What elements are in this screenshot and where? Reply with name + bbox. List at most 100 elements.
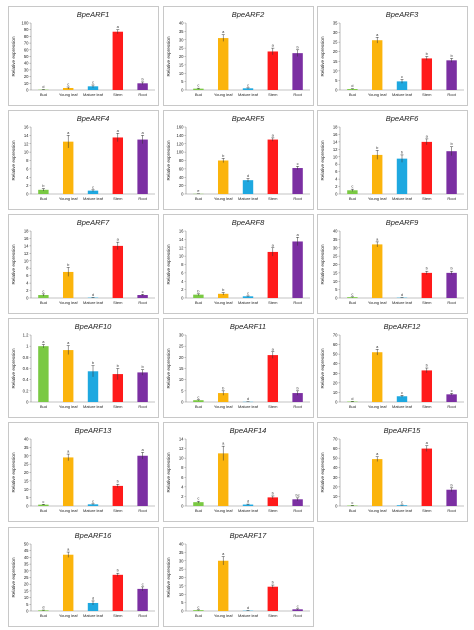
y-tick-label: 2: [181, 287, 184, 292]
y-tick-label: 10: [333, 154, 338, 159]
x-tick-label: Stem: [422, 404, 432, 409]
x-tick-label: Young leaf: [214, 404, 234, 409]
chart-panel: BpeARF5 Relative expression 0 20 40 60 80 100 12…: [163, 110, 314, 210]
chart-title: BpeARF1: [77, 10, 110, 19]
bar-mature-leaf: [87, 602, 99, 611]
y-tick-label: 50: [333, 352, 338, 357]
y-tick-label: 16: [179, 229, 184, 234]
significance-letter: b: [141, 364, 144, 369]
significance-letter: a: [426, 133, 429, 138]
y-tick-label: 25: [24, 575, 29, 580]
significance-letter: d: [351, 83, 353, 88]
y-tick-label: 20: [24, 582, 29, 587]
y-tick-label: 5: [181, 388, 184, 393]
chart-panel: BpeARF4 Relative expression 0 2 4 6 8 10 12 14 16 b…: [8, 110, 159, 210]
chart-svg: BpeARF6 Relative expression 0 2 4 6 8 10 12 14 16 1…: [320, 114, 464, 201]
x-tick-label: Bud: [349, 508, 356, 513]
significance-letter: b: [426, 363, 429, 368]
bar-stem: [267, 586, 279, 611]
chart-panel: BpeARF13 Relative expression 0 5 10 15 20 25 30 3…: [8, 422, 159, 522]
y-tick-label: 0: [181, 609, 184, 614]
x-tick-label: Mature leaf: [392, 92, 413, 97]
y-tick-label: 30: [333, 371, 338, 376]
y-tick-label: 40: [24, 437, 29, 442]
chart-title: BpeARF2: [232, 10, 265, 19]
significance-letter: a: [67, 340, 70, 345]
chart-title: BpeARF15: [384, 426, 422, 435]
significance-letter: d: [92, 292, 94, 297]
x-tick-label: Mature leaf: [83, 196, 104, 201]
y-tick-label: 5: [335, 287, 338, 292]
y-tick-label: 70: [24, 41, 29, 46]
chart-panel: BpeARF10 Relative expression 0 0.2 0.4 0.6 0.8…: [8, 318, 159, 418]
x-tick-label: Young leaf: [214, 300, 234, 305]
y-tick-label: 0: [335, 400, 338, 405]
bar-root: [446, 60, 457, 90]
chart-title: BpeARF5: [232, 114, 265, 123]
bar-mature-leaf: [87, 371, 99, 402]
x-tick-label: Root: [138, 613, 147, 618]
chart-svg: BpeARF9 Relative expression 0 5 10 15 20 25 30 35…: [320, 218, 464, 305]
chart-title: BpeARF7: [77, 218, 110, 227]
significance-letter: c: [451, 388, 453, 393]
x-tick-label: Mature leaf: [83, 92, 104, 97]
y-tick-label: 30: [333, 245, 338, 250]
y-tick-label: 50: [333, 456, 338, 461]
y-tick-label: 35: [333, 21, 338, 26]
y-tick-label: 4: [26, 175, 29, 180]
x-tick-label: Bud: [349, 92, 356, 97]
x-tick-label: Stem: [113, 92, 123, 97]
y-tick-label: 0: [26, 400, 29, 405]
bar-mature-leaf: [396, 81, 408, 90]
significance-letter: d: [351, 396, 353, 401]
significance-letter: b: [117, 568, 120, 573]
chart-panel: BpeARF15 Relative expression 0 10 20 30 40 50 60…: [317, 422, 468, 522]
significance-letter: a: [376, 451, 379, 456]
x-tick-label: Stem: [268, 613, 278, 618]
y-tick-label: 40: [333, 229, 338, 234]
y-tick-label: 0: [335, 296, 338, 301]
x-tick-label: Young leaf: [368, 92, 388, 97]
bar-mature-leaf: [396, 505, 408, 506]
y-tick-label: 0: [181, 504, 184, 509]
x-tick-label: Young leaf: [368, 300, 388, 305]
chart-panel: BpeARF17 Relative expression 0 5 10 15 20 25 30 3…: [163, 527, 314, 627]
y-tick-label: 4: [26, 281, 29, 286]
x-tick-label: Mature leaf: [392, 300, 413, 305]
y-tick-label: 70: [333, 437, 338, 442]
y-tick-label: 2: [26, 288, 29, 293]
significance-letter: b: [426, 51, 429, 56]
y-tick-label: 20: [333, 380, 338, 385]
y-tick-label: 50: [24, 542, 29, 547]
y-tick-label: 25: [333, 40, 338, 45]
y-tick-label: 14: [24, 133, 29, 138]
significance-letter: a: [42, 339, 45, 344]
x-tick-label: Mature leaf: [238, 404, 259, 409]
chart-panel: BpeARF12 Relative expression 0 10 20 30 40 50 60…: [317, 318, 468, 418]
x-tick-label: Stem: [268, 300, 278, 305]
y-axis-label: Relative expression: [11, 244, 16, 285]
significance-letter: a: [141, 130, 144, 135]
significance-letter: c: [351, 500, 353, 505]
y-tick-label: 0: [181, 296, 184, 301]
chart-svg: BpeARF2 Relative expression 0 5 10 15 20 25 30 35…: [166, 10, 310, 97]
significance-letter: a: [272, 242, 275, 247]
significance-letter: c: [92, 498, 94, 503]
bar-root: [137, 295, 148, 298]
x-tick-label: Stem: [113, 196, 123, 201]
chart-title: BpeARF6: [386, 114, 419, 123]
y-tick-label: 35: [24, 445, 29, 450]
chart-title: BpeARF4: [77, 114, 110, 123]
y-tick-label: 40: [24, 61, 29, 66]
y-tick-label: 18: [333, 125, 338, 130]
y-tick-label: 25: [179, 46, 184, 51]
significance-letter: c: [297, 603, 299, 608]
bar-young-leaf: [62, 457, 74, 506]
y-tick-label: 10: [179, 71, 184, 76]
y-tick-label: 25: [333, 254, 338, 259]
x-tick-label: Root: [447, 300, 456, 305]
bar-bud: [38, 346, 49, 402]
significance-letter: b: [272, 580, 275, 585]
significance-letter: a: [117, 237, 120, 242]
bar-young-leaf: [62, 554, 74, 611]
